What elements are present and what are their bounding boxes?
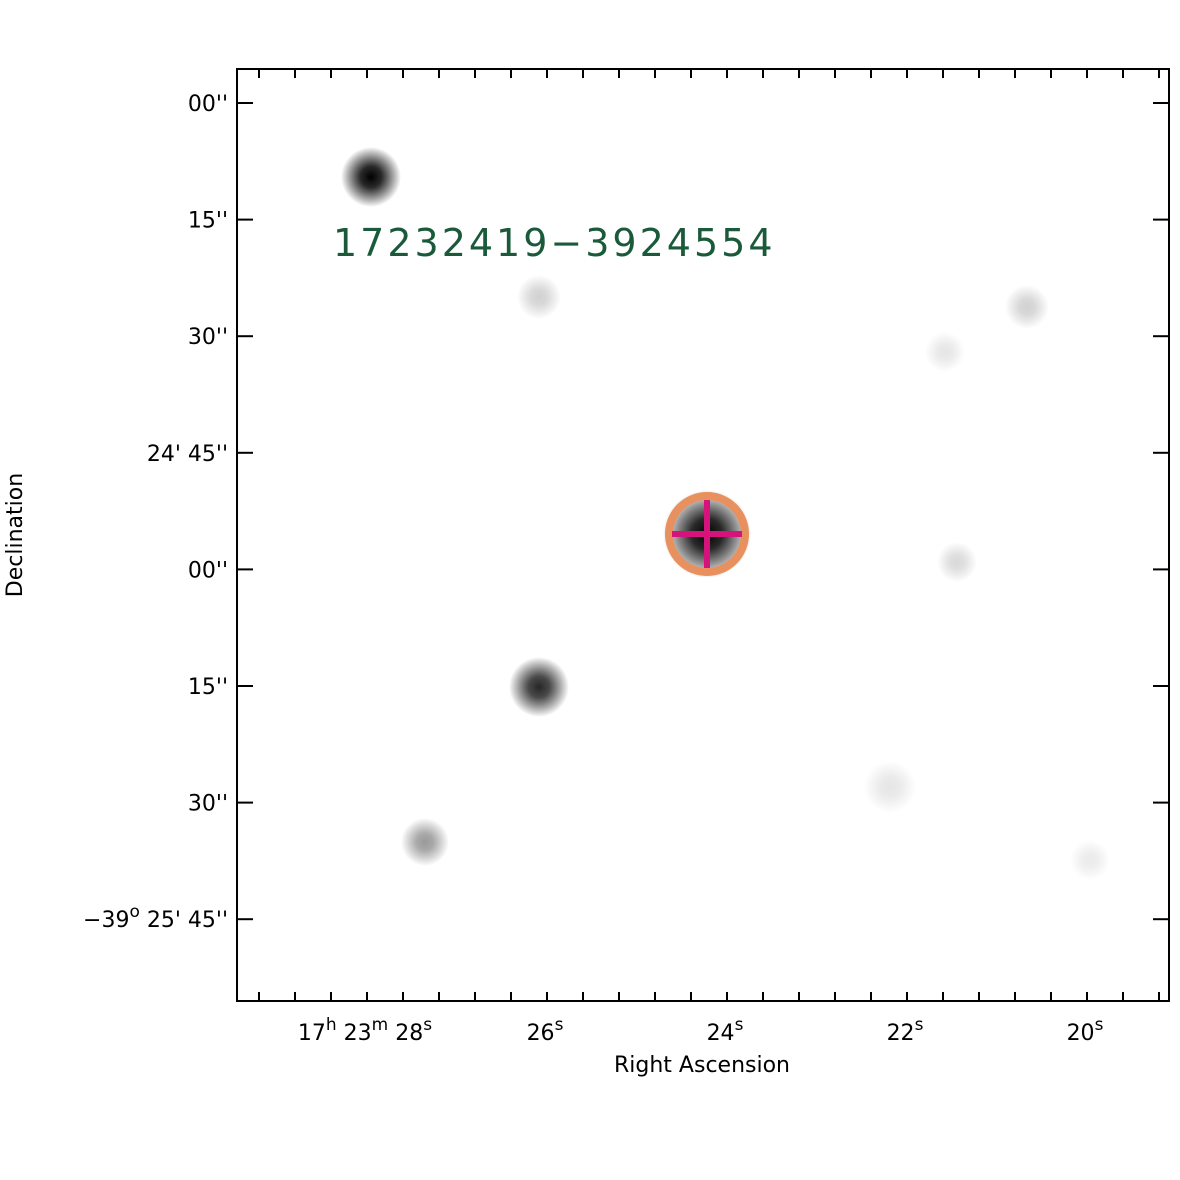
tick-label-part: −39 [83, 908, 129, 933]
sky-image [237, 69, 1169, 1001]
tick-label-part: 26 [527, 1021, 555, 1046]
tick-label: 17h 23m 28s [298, 1015, 432, 1046]
axis-ticks [237, 69, 1169, 1001]
plot-frame [236, 68, 1170, 1002]
tick-label-superscript: o [129, 902, 139, 922]
tick-label: 24s [707, 1015, 744, 1046]
tick-label-part: 00'' [188, 558, 228, 583]
star [401, 818, 449, 866]
tick-label: 24' 45'' [147, 442, 228, 467]
star [341, 147, 401, 207]
y-axis-label: Declination [3, 473, 28, 597]
tick-label-part: 30'' [188, 325, 228, 350]
star [509, 657, 569, 717]
tick-label: −39o 25' 45'' [83, 902, 228, 933]
source-label: 17232419−3924554 [333, 221, 776, 265]
tick-label-superscript: s [915, 1015, 924, 1035]
tick-label-superscript: m [372, 1015, 389, 1035]
tick-label: 00'' [188, 92, 228, 117]
tick-label-part: 17 [298, 1021, 326, 1046]
tick-label-part: 23 [337, 1021, 372, 1046]
tick-label-part: 15'' [188, 675, 228, 700]
tick-label-part: 24 [707, 1021, 735, 1046]
tick-label-part: 25' 45'' [140, 908, 228, 933]
tick-label-part: 24' 45'' [147, 442, 228, 467]
tick-label: 20s [1067, 1015, 1104, 1046]
x-axis-label: Right Ascension [614, 1053, 790, 1078]
tick-label-part: 30'' [188, 792, 228, 817]
star [925, 332, 965, 372]
tick-label-part: 00'' [188, 92, 228, 117]
tick-label-part: 20 [1067, 1021, 1095, 1046]
tick-label-superscript: h [326, 1015, 337, 1035]
target-circle [665, 492, 749, 576]
tick-label-part: 15'' [188, 209, 228, 234]
star [1070, 840, 1110, 880]
tick-label-superscript: s [1095, 1015, 1104, 1035]
tick-label: 26s [527, 1015, 564, 1046]
tick-label: 30'' [188, 325, 228, 350]
tick-label-superscript: s [735, 1015, 744, 1035]
tick-label-part: 22 [887, 1021, 915, 1046]
tick-label: 30'' [188, 792, 228, 817]
tick-label-superscript: s [423, 1015, 432, 1035]
star [864, 761, 916, 813]
tick-label: 00'' [188, 558, 228, 583]
star [937, 542, 977, 582]
tick-label: 15'' [188, 675, 228, 700]
tick-label-superscript: s [555, 1015, 564, 1035]
tick-label-part: 28 [388, 1021, 423, 1046]
star [1005, 285, 1049, 329]
star [517, 275, 561, 319]
tick-label: 15'' [188, 209, 228, 234]
tick-label: 22s [887, 1015, 924, 1046]
